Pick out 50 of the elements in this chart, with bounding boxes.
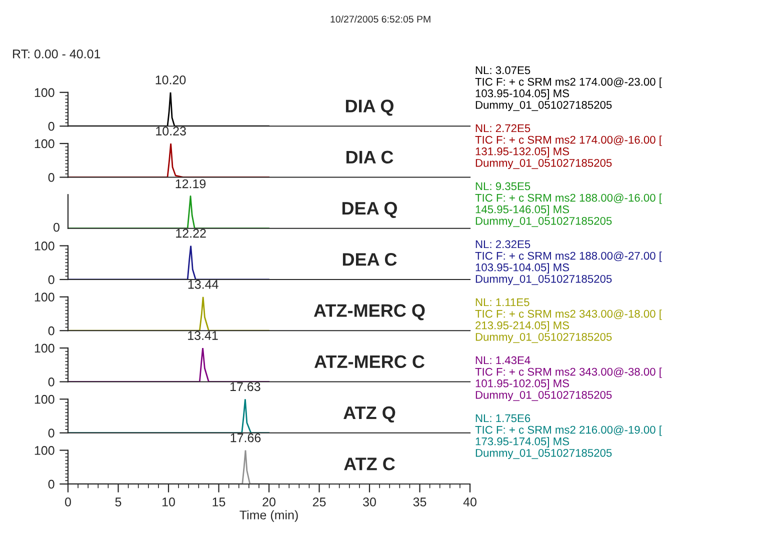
y-tick-label: 0	[48, 173, 54, 182]
x-tick-label: 15	[212, 498, 226, 506]
y-tick-label: 100	[34, 394, 54, 404]
x-tick-label: 20	[262, 498, 276, 506]
text: NL: 3.07E5 TIC F: + c SRM ms2 174.00@-23.00 [ 103.95-104.05] MS Dummy_01_051027185205	[475, 66, 662, 112]
x-tick-label: 10	[162, 498, 175, 506]
text: NL: 2.32E5 TIC F: + c SRM ms2 188.00@-27.00 [ 103.95-104.05] MS Dummy_01_051027185205	[475, 240, 662, 286]
y-tick-label: 100	[34, 344, 54, 353]
y-tick-label: 0	[48, 326, 54, 336]
chart-subtitle: 10/27/2005 6:52:05 PM	[330, 15, 430, 23]
annotation: ATZ-MERC Q	[314, 304, 425, 320]
y-tick-label: 100	[34, 292, 54, 302]
y-tick-label: 0	[48, 122, 54, 131]
line-series	[68, 399, 270, 433]
annotation: 10.20	[156, 76, 186, 84]
y-tick-label: 100	[34, 139, 54, 148]
text: NL: 1.43E4 TIC F: + c SRM ms2 343.00@-38.00 [ 101.95-102.05] MS Dummy_01_051027185205	[475, 356, 662, 402]
text: NL: 2.72E5 TIC F: + c SRM ms2 174.00@-16.00 [ 131.95-132.05] MS Dummy_01_051027185205	[475, 124, 662, 170]
annotation: 10.23	[156, 126, 186, 136]
annotation: 17.63	[230, 382, 260, 392]
annotation: DIA Q	[346, 100, 394, 116]
y-tick-label: 100	[34, 446, 54, 455]
y-tick-label: 0	[48, 428, 54, 438]
annotation: DIA C	[346, 150, 394, 164]
text: NL: 1.75E6 TIC F: + c SRM ms2 216.00@-19.00 [ 173.95-174.05] MS Dummy_01_051027185205	[475, 414, 662, 460]
y-tick-label: 0	[48, 275, 54, 284]
x-axis-title: Time (min)	[240, 510, 298, 522]
x-tick-label: 30	[363, 498, 376, 506]
x-tick-label: 25	[312, 498, 326, 506]
text: NL: 1.11E5 TIC F: + c SRM ms2 343.00@-18.00 [ 213.95-214.05] MS Dummy_01_051027185205	[475, 298, 662, 344]
y-tick-label: 0	[48, 480, 54, 489]
annotation: ATZ C	[344, 458, 395, 470]
annotation: 12.19	[176, 179, 206, 188]
annotation: ATZ-MERC C	[314, 355, 425, 368]
annotation: ATZ Q	[344, 406, 396, 423]
x-tick-label: 35	[413, 498, 426, 506]
annotation: DEA Q	[342, 202, 397, 218]
x-tick-label: 40	[463, 498, 476, 506]
x-tick-label: 0	[65, 498, 71, 506]
annotation: 13.44	[188, 280, 218, 289]
text: NL: 9.35E5 TIC F: + c SRM ms2 188.00@-16.00 [ 145.95-146.05] MS Dummy_01_051027185205	[475, 182, 662, 228]
y-tick-label: 100	[34, 242, 54, 250]
chart-title: RT: 0.00 - 40.01	[13, 50, 100, 58]
annotation: 17.66	[230, 433, 261, 442]
annotation: 12.22	[176, 228, 206, 238]
annotation: 13.41	[188, 331, 218, 340]
annotation: DEA C	[342, 253, 397, 266]
y-tick-label: 100	[34, 88, 54, 98]
y-tick-label: 0	[48, 378, 54, 386]
x-tick-label: 5	[115, 498, 122, 506]
